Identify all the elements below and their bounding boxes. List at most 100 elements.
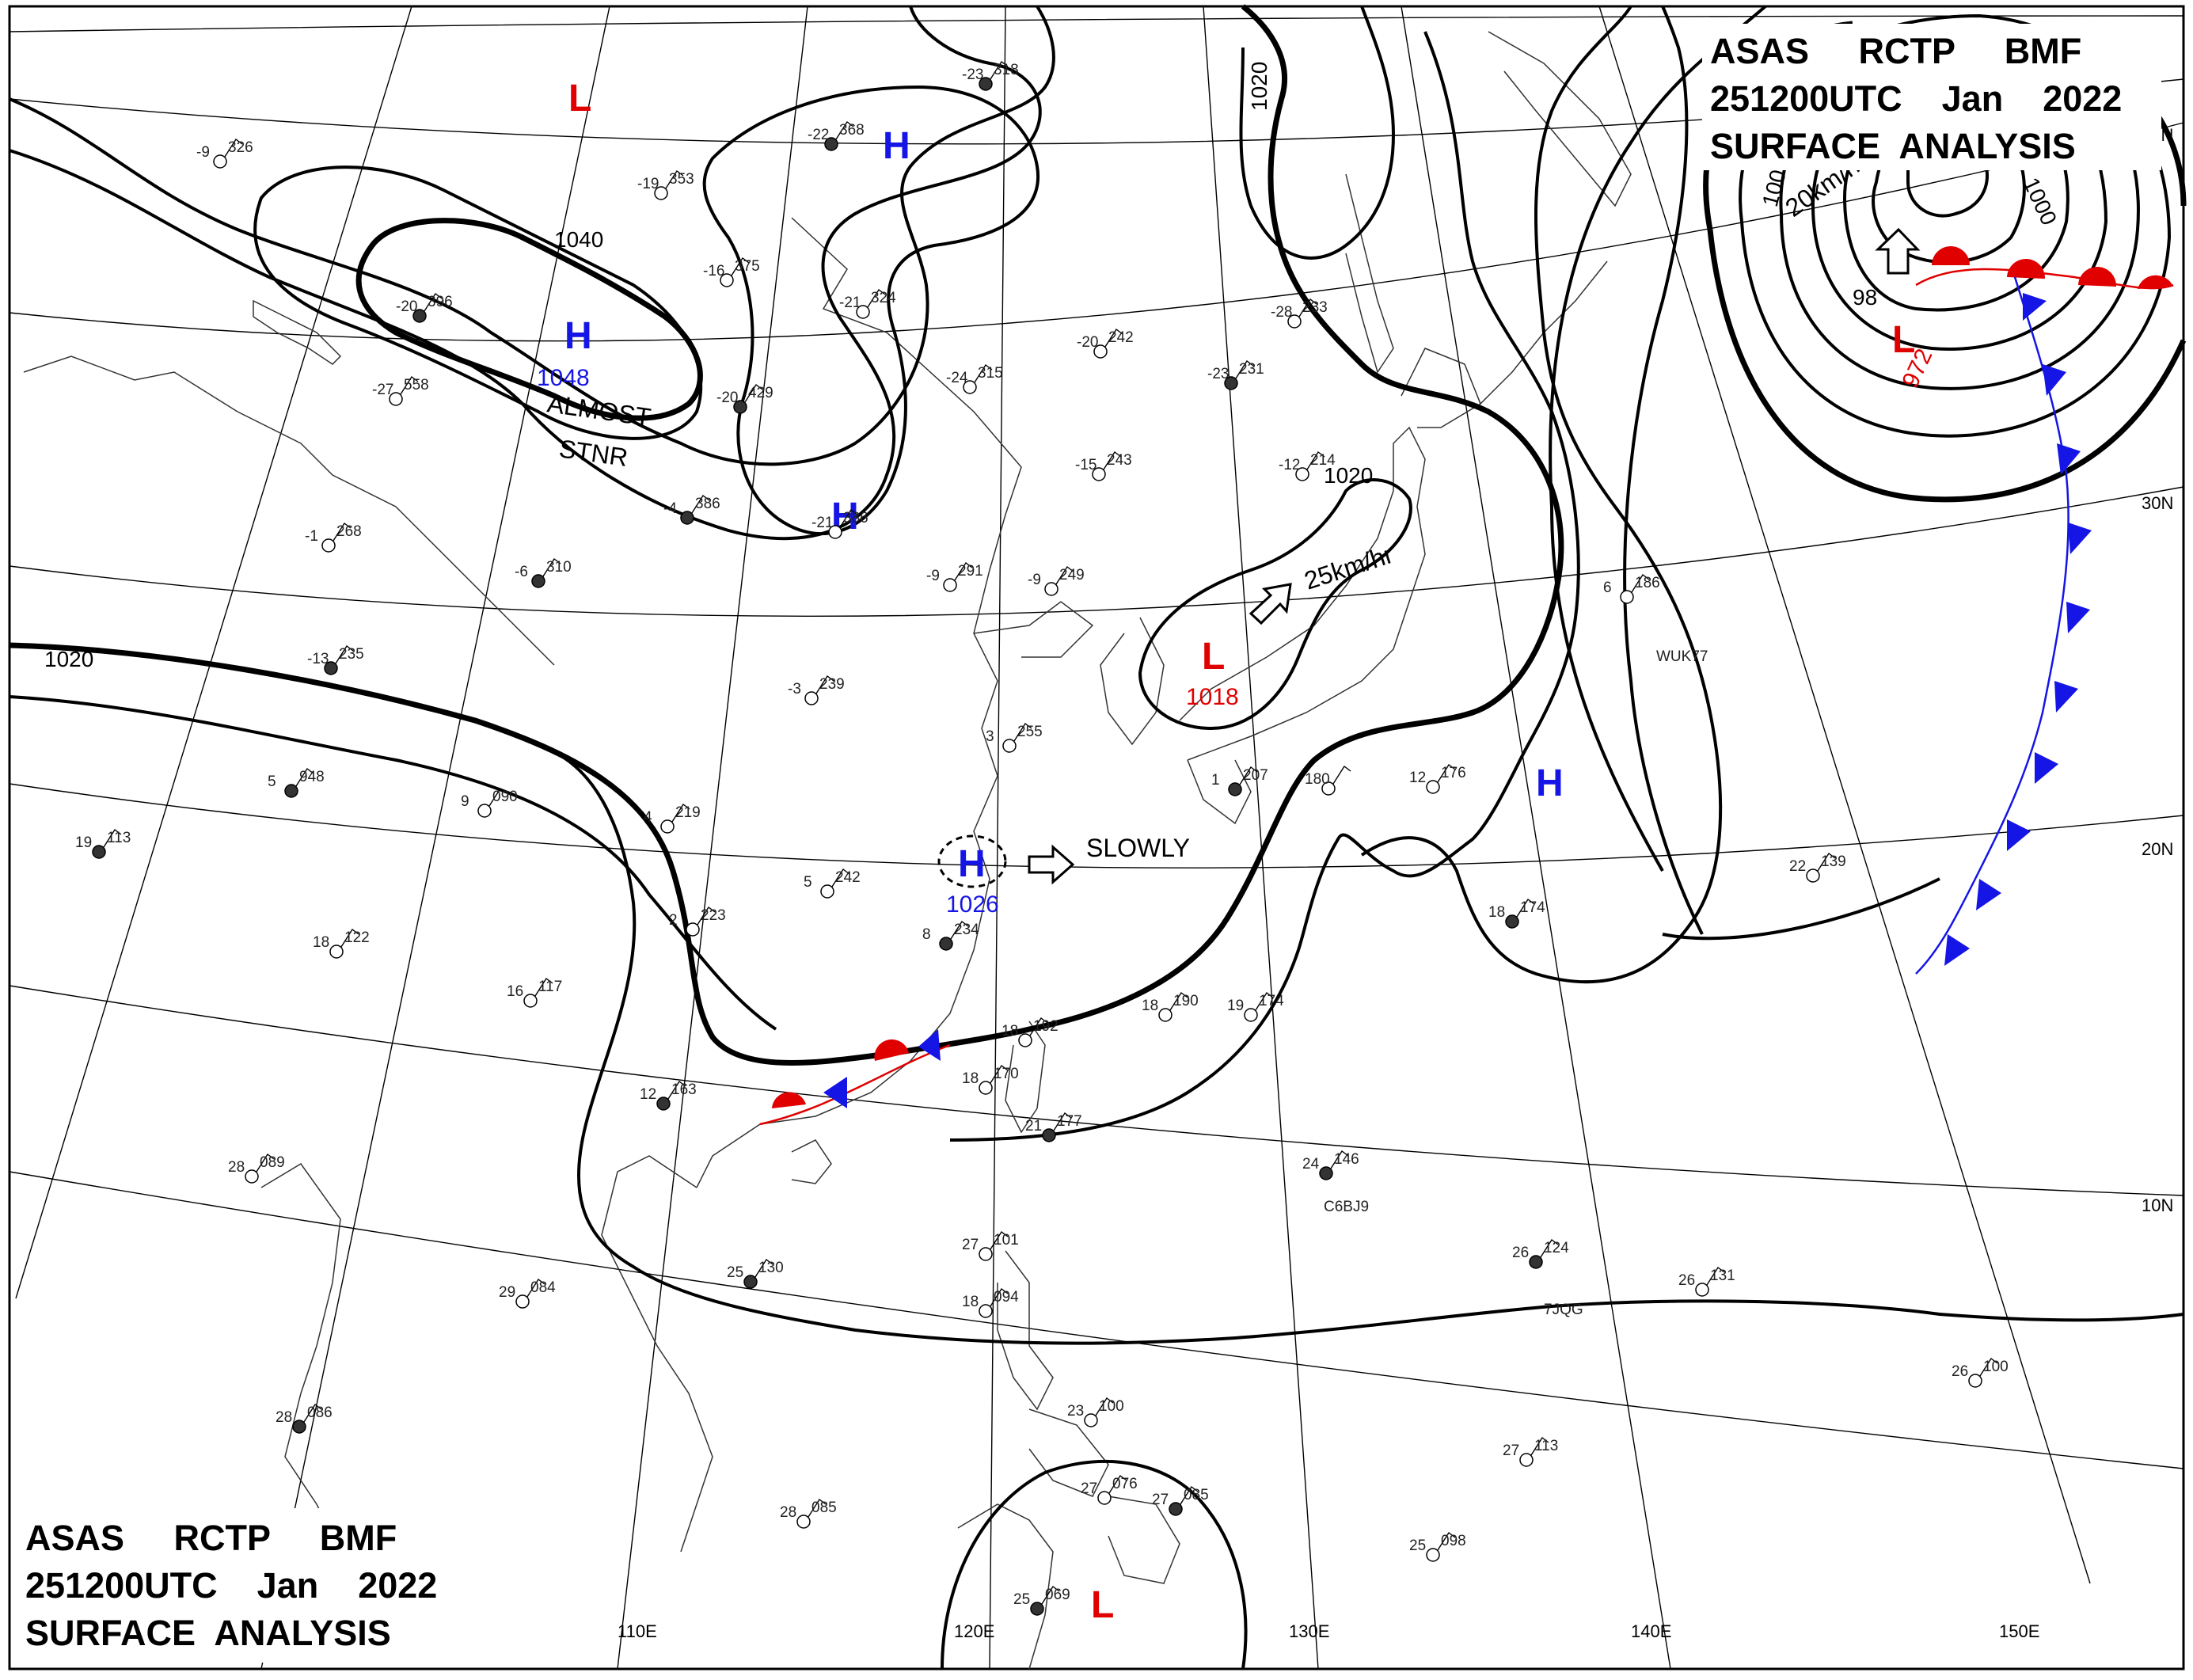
station-circle-icon bbox=[1295, 467, 1309, 481]
station-plot: 9 090 bbox=[461, 787, 518, 818]
isobar-label: 1020 bbox=[1247, 62, 1271, 111]
wind-barb-icon bbox=[697, 906, 716, 926]
footer-backdrop bbox=[20, 1508, 503, 1663]
station-pressure: 174 bbox=[1520, 899, 1545, 916]
high-pressure-value: 1026 bbox=[946, 891, 999, 918]
wind-barb-icon bbox=[340, 928, 359, 948]
station-circle-icon bbox=[1042, 1128, 1056, 1142]
station-pressure: 177 bbox=[1057, 1113, 1082, 1130]
wind-barb-icon bbox=[1437, 1531, 1456, 1551]
warm-front-symbol bbox=[1932, 246, 1970, 265]
coast-west-inland bbox=[23, 355, 555, 666]
longitude-label: 120E bbox=[954, 1621, 994, 1641]
cold-front-symbol bbox=[2066, 602, 2090, 633]
wind-barb-icon bbox=[1817, 852, 1836, 872]
station-pressure: 163 bbox=[671, 1081, 697, 1098]
station-plot: -24 315 bbox=[946, 363, 1003, 394]
station-temperature: -4 bbox=[663, 500, 677, 517]
station-circle-icon bbox=[1092, 467, 1106, 481]
station-temperature: 8 bbox=[922, 926, 931, 943]
station-pressure: 117 bbox=[538, 979, 562, 995]
station-temperature: -9 bbox=[196, 144, 210, 161]
station-temperature: 4 bbox=[644, 809, 652, 826]
station-plot: 28 089 bbox=[228, 1153, 285, 1184]
station-temperature: 2 bbox=[669, 912, 678, 929]
station-pressure: 084 bbox=[530, 1279, 556, 1296]
station-temperature: -20 bbox=[716, 390, 738, 406]
coast-mindanao bbox=[1108, 1496, 1180, 1584]
station-pressure: 101 bbox=[994, 1232, 1019, 1249]
isobar-label: 1020 bbox=[1324, 463, 1373, 488]
warm-front-symbol bbox=[874, 1039, 909, 1061]
isobar-h-north-loop bbox=[702, 85, 1040, 535]
station-pressure: 242 bbox=[1108, 329, 1134, 346]
longitude-label: 140E bbox=[1631, 1621, 1671, 1641]
station-temperature: -24 bbox=[946, 370, 968, 386]
wind-barb-icon bbox=[1239, 766, 1258, 785]
station-plot: 22 139 bbox=[1789, 852, 1846, 883]
station-plot: 28 086 bbox=[276, 1403, 333, 1434]
station-circle-icon bbox=[1030, 1602, 1044, 1616]
wind-barb-icon bbox=[1053, 1112, 1072, 1131]
station-pressure: 176 bbox=[1441, 765, 1466, 781]
station-pressure: 233 bbox=[1302, 299, 1328, 316]
station-pressure: 235 bbox=[339, 646, 364, 663]
station-pressure: 100 bbox=[1099, 1398, 1124, 1415]
isobar-1040-outer bbox=[253, 165, 703, 440]
cold-front-symbol bbox=[1976, 879, 2001, 910]
station-plot: 180 bbox=[1305, 765, 1351, 796]
station-plot: -1 268 bbox=[305, 522, 362, 553]
station-circle-icon bbox=[979, 1304, 993, 1318]
wind-barb-icon bbox=[1104, 328, 1123, 348]
wind-barb-icon bbox=[950, 920, 969, 940]
station-temperature: 27 bbox=[962, 1237, 979, 1253]
station-plot: -19 353 bbox=[637, 169, 694, 200]
wind-barb-icon bbox=[1041, 1585, 1060, 1605]
station-plot: 12 176 bbox=[1409, 763, 1466, 794]
station-pressure: 255 bbox=[1017, 724, 1043, 740]
station-plot: 27 113 bbox=[1503, 1436, 1558, 1467]
station-temperature: 18 bbox=[1001, 1023, 1018, 1040]
title-line-1: ASAS RCTP BMF bbox=[1710, 31, 2081, 71]
station-plot: 18 190 bbox=[1142, 991, 1199, 1022]
station-plot: 24 146 bbox=[1302, 1150, 1359, 1180]
station-pressure: 076 bbox=[1112, 1476, 1138, 1492]
station-pressure: 170 bbox=[994, 1066, 1019, 1082]
station-circle-icon bbox=[1224, 376, 1238, 390]
wind-barb-icon bbox=[1706, 1266, 1725, 1286]
low-pressure-value: 1018 bbox=[1186, 684, 1239, 710]
high-pressure-center: H bbox=[883, 125, 910, 167]
parallel-40n bbox=[9, 122, 2184, 342]
isobar-label: 1040 bbox=[554, 227, 603, 252]
isobar-label: 98 bbox=[1853, 285, 1877, 310]
stationary-front bbox=[759, 1029, 951, 1126]
latitude-label: 30N bbox=[2142, 493, 2173, 513]
coast-taiwan bbox=[1005, 1021, 1046, 1134]
station-temperature: 25 bbox=[727, 1264, 743, 1281]
station-circle-icon bbox=[1529, 1255, 1543, 1269]
wind-barb-icon bbox=[867, 288, 886, 308]
station-pressure: 231 bbox=[1239, 361, 1264, 378]
station-pressure: 094 bbox=[994, 1289, 1019, 1306]
meridian-150e bbox=[1598, 6, 2091, 1584]
station-plot: 12 163 bbox=[640, 1080, 697, 1111]
isobar-south-china bbox=[553, 751, 2184, 1345]
station-temperature: 5 bbox=[804, 874, 812, 891]
wind-barb-icon bbox=[691, 494, 710, 514]
station-temperature: 23 bbox=[1067, 1403, 1084, 1420]
station-temperature: 9 bbox=[461, 793, 469, 810]
station-circle-icon bbox=[1505, 914, 1519, 929]
station-temperature: -21 bbox=[839, 295, 861, 311]
station-plot: -15 243 bbox=[1075, 450, 1132, 481]
station-temperature: -9 bbox=[1028, 572, 1041, 588]
coast-japan-honshu bbox=[1179, 426, 1426, 761]
low-motion-arrow-icon bbox=[1249, 583, 1292, 625]
station-plot: -23 318 bbox=[962, 60, 1019, 91]
wind-barb-icon bbox=[542, 557, 561, 577]
wind-barb-icon bbox=[1029, 1017, 1048, 1036]
station-temperature: -1 bbox=[305, 528, 318, 545]
station-circle-icon bbox=[1695, 1283, 1709, 1297]
coordinate-labels: 110E 120E 130E 140E 150E 40N 30N 20N 10N bbox=[618, 125, 2173, 1641]
longitude-label: 150E bbox=[1999, 1621, 2039, 1641]
wind-barb-icon bbox=[1437, 763, 1456, 783]
